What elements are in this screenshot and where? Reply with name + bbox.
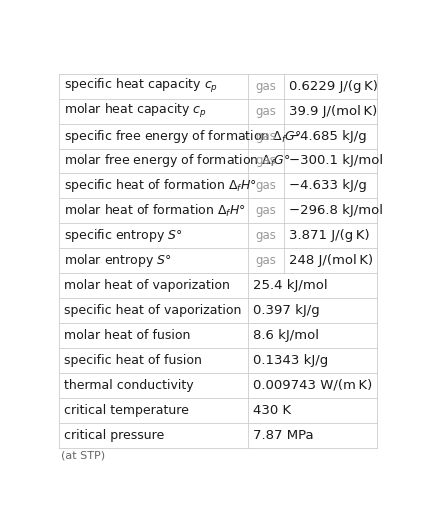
Text: −300.1 kJ/mol: −300.1 kJ/mol xyxy=(289,155,383,167)
Text: specific heat capacity $c_p$: specific heat capacity $c_p$ xyxy=(64,77,218,95)
Text: molar heat of fusion: molar heat of fusion xyxy=(64,329,190,342)
Text: −4.685 kJ/g: −4.685 kJ/g xyxy=(289,130,367,143)
Text: gas: gas xyxy=(256,80,277,93)
Text: molar heat of vaporization: molar heat of vaporization xyxy=(64,279,230,292)
Text: gas: gas xyxy=(256,155,277,167)
Text: 248 J/(mol K): 248 J/(mol K) xyxy=(289,254,374,267)
Text: molar heat of formation $\Delta_f H°$: molar heat of formation $\Delta_f H°$ xyxy=(64,203,246,219)
Text: −4.633 kJ/g: −4.633 kJ/g xyxy=(289,179,367,192)
Text: molar free energy of formation $\Delta_f G°$: molar free energy of formation $\Delta_f… xyxy=(64,153,291,169)
Text: molar entropy $S°$: molar entropy $S°$ xyxy=(64,252,172,269)
Text: specific heat of formation $\Delta_f H°$: specific heat of formation $\Delta_f H°$ xyxy=(64,178,257,194)
Text: 430 K: 430 K xyxy=(253,404,291,417)
Text: molar heat capacity $c_p$: molar heat capacity $c_p$ xyxy=(64,102,207,120)
Text: 7.87 MPa: 7.87 MPa xyxy=(253,429,314,442)
Text: 0.6229 J/(g K): 0.6229 J/(g K) xyxy=(289,80,378,93)
Text: 8.6 kJ/mol: 8.6 kJ/mol xyxy=(253,329,319,342)
Text: 0.009743 W/(m K): 0.009743 W/(m K) xyxy=(253,379,372,392)
Text: gas: gas xyxy=(256,254,277,267)
Text: specific free energy of formation $\Delta_f G°$: specific free energy of formation $\Delt… xyxy=(64,128,302,144)
Text: 25.4 kJ/mol: 25.4 kJ/mol xyxy=(253,279,328,292)
Text: gas: gas xyxy=(256,130,277,143)
Text: 3.871 J/(g K): 3.871 J/(g K) xyxy=(289,229,370,242)
Text: 39.9 J/(mol K): 39.9 J/(mol K) xyxy=(289,105,378,118)
Text: gas: gas xyxy=(256,179,277,192)
Text: −296.8 kJ/mol: −296.8 kJ/mol xyxy=(289,204,383,217)
Text: gas: gas xyxy=(256,105,277,118)
Text: critical temperature: critical temperature xyxy=(64,404,189,417)
Text: specific heat of fusion: specific heat of fusion xyxy=(64,354,202,367)
Text: (at STP): (at STP) xyxy=(61,451,105,461)
Text: specific entropy $S°$: specific entropy $S°$ xyxy=(64,227,183,244)
Text: 0.397 kJ/g: 0.397 kJ/g xyxy=(253,304,320,317)
Text: gas: gas xyxy=(256,204,277,217)
Text: specific heat of vaporization: specific heat of vaporization xyxy=(64,304,241,317)
Text: thermal conductivity: thermal conductivity xyxy=(64,379,194,392)
Text: 0.1343 kJ/g: 0.1343 kJ/g xyxy=(253,354,328,367)
Text: critical pressure: critical pressure xyxy=(64,429,164,442)
Text: gas: gas xyxy=(256,229,277,242)
